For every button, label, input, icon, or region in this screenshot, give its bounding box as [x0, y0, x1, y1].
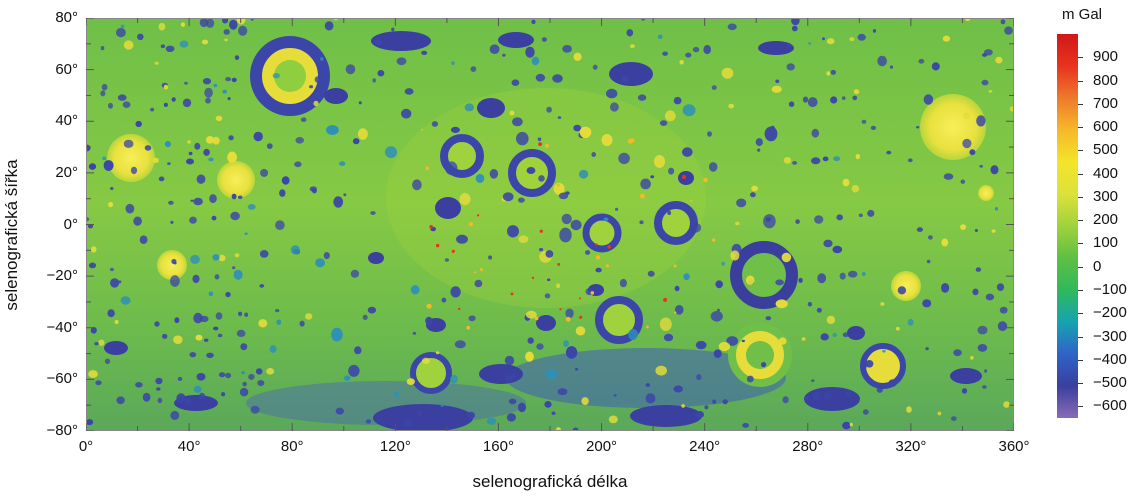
colorbar-tick — [1078, 243, 1083, 245]
y-tick-label: −40° — [46, 318, 78, 336]
colorbar-label: 600 — [1093, 118, 1119, 136]
gravity-map — [86, 18, 1014, 431]
x-tick-label: 80° — [280, 438, 304, 455]
crater-speckle — [86, 18, 1014, 431]
colorbar-tick — [1078, 359, 1083, 361]
colorbar-tick — [1078, 196, 1083, 198]
x-tick-label: 160° — [482, 438, 514, 455]
colorbar-tick — [1078, 127, 1083, 129]
y-axis-title: selenografická šířka — [2, 159, 21, 311]
colorbar-tick — [1078, 313, 1083, 315]
colorbar-label: 200 — [1093, 211, 1119, 229]
colorbar-tick — [1078, 220, 1083, 222]
y-tick-label: 60° — [55, 60, 78, 78]
y-tick-label: −20° — [46, 267, 78, 285]
x-tick-label: 200° — [586, 438, 618, 455]
colorbar-tick — [1078, 290, 1083, 291]
axis-ticks — [86, 18, 1014, 431]
colorbar-tick — [1078, 406, 1083, 408]
gravity-map-image — [86, 18, 1014, 431]
colorbar-tick — [1078, 383, 1083, 385]
colorbar-tick — [1078, 80, 1083, 82]
colorbar-label: −400 — [1093, 350, 1127, 368]
colorbar-tick — [1078, 57, 1083, 59]
y-tick-label: 80° — [55, 9, 78, 26]
colorbar-label: −300 — [1093, 327, 1127, 345]
colorbar-label: 700 — [1093, 94, 1119, 112]
colorbar-label: 300 — [1093, 187, 1119, 205]
colorbar-label: 800 — [1093, 71, 1119, 89]
colorbar-label: 100 — [1093, 234, 1119, 252]
x-tick-label: 360° — [998, 438, 1030, 455]
ring-basins — [250, 36, 906, 394]
x-tick-label: 120° — [379, 438, 411, 455]
mascon-highs — [107, 94, 994, 301]
y-tick-label: −80° — [46, 422, 78, 439]
colorbar-label: 400 — [1093, 164, 1119, 182]
y-tick-label: −60° — [46, 370, 78, 388]
x-tick-label: 0° — [78, 438, 94, 455]
y-tick-label: 20° — [55, 163, 78, 181]
y-tick-label: 40° — [55, 112, 78, 130]
colorbar-title: m Gal — [1062, 6, 1103, 23]
colorbar-label: −500 — [1093, 374, 1127, 392]
colorbar-tick — [1078, 266, 1083, 268]
colorbar-label: −600 — [1093, 397, 1127, 415]
x-axis-title: selenografická délka — [472, 472, 628, 491]
colorbar-label: 0 — [1093, 257, 1102, 275]
colorbar-tick — [1078, 336, 1083, 338]
colorbar-tick — [1078, 150, 1083, 152]
x-tick-label: 40° — [177, 438, 201, 455]
colorbar-label: 500 — [1093, 141, 1119, 159]
colorbar-label: 900 — [1093, 48, 1119, 66]
x-tick-label: 280° — [792, 438, 824, 455]
colorbar-label: −100 — [1093, 281, 1127, 298]
colorbar-tick — [1078, 103, 1083, 105]
x-tick-label: 240° — [689, 438, 721, 455]
colorbar-tick — [1078, 173, 1083, 175]
y-tick-label: 0° — [63, 215, 78, 233]
colorbar-label: −200 — [1093, 304, 1127, 322]
colorbar — [1057, 34, 1078, 418]
x-tick-label: 320° — [895, 438, 927, 455]
